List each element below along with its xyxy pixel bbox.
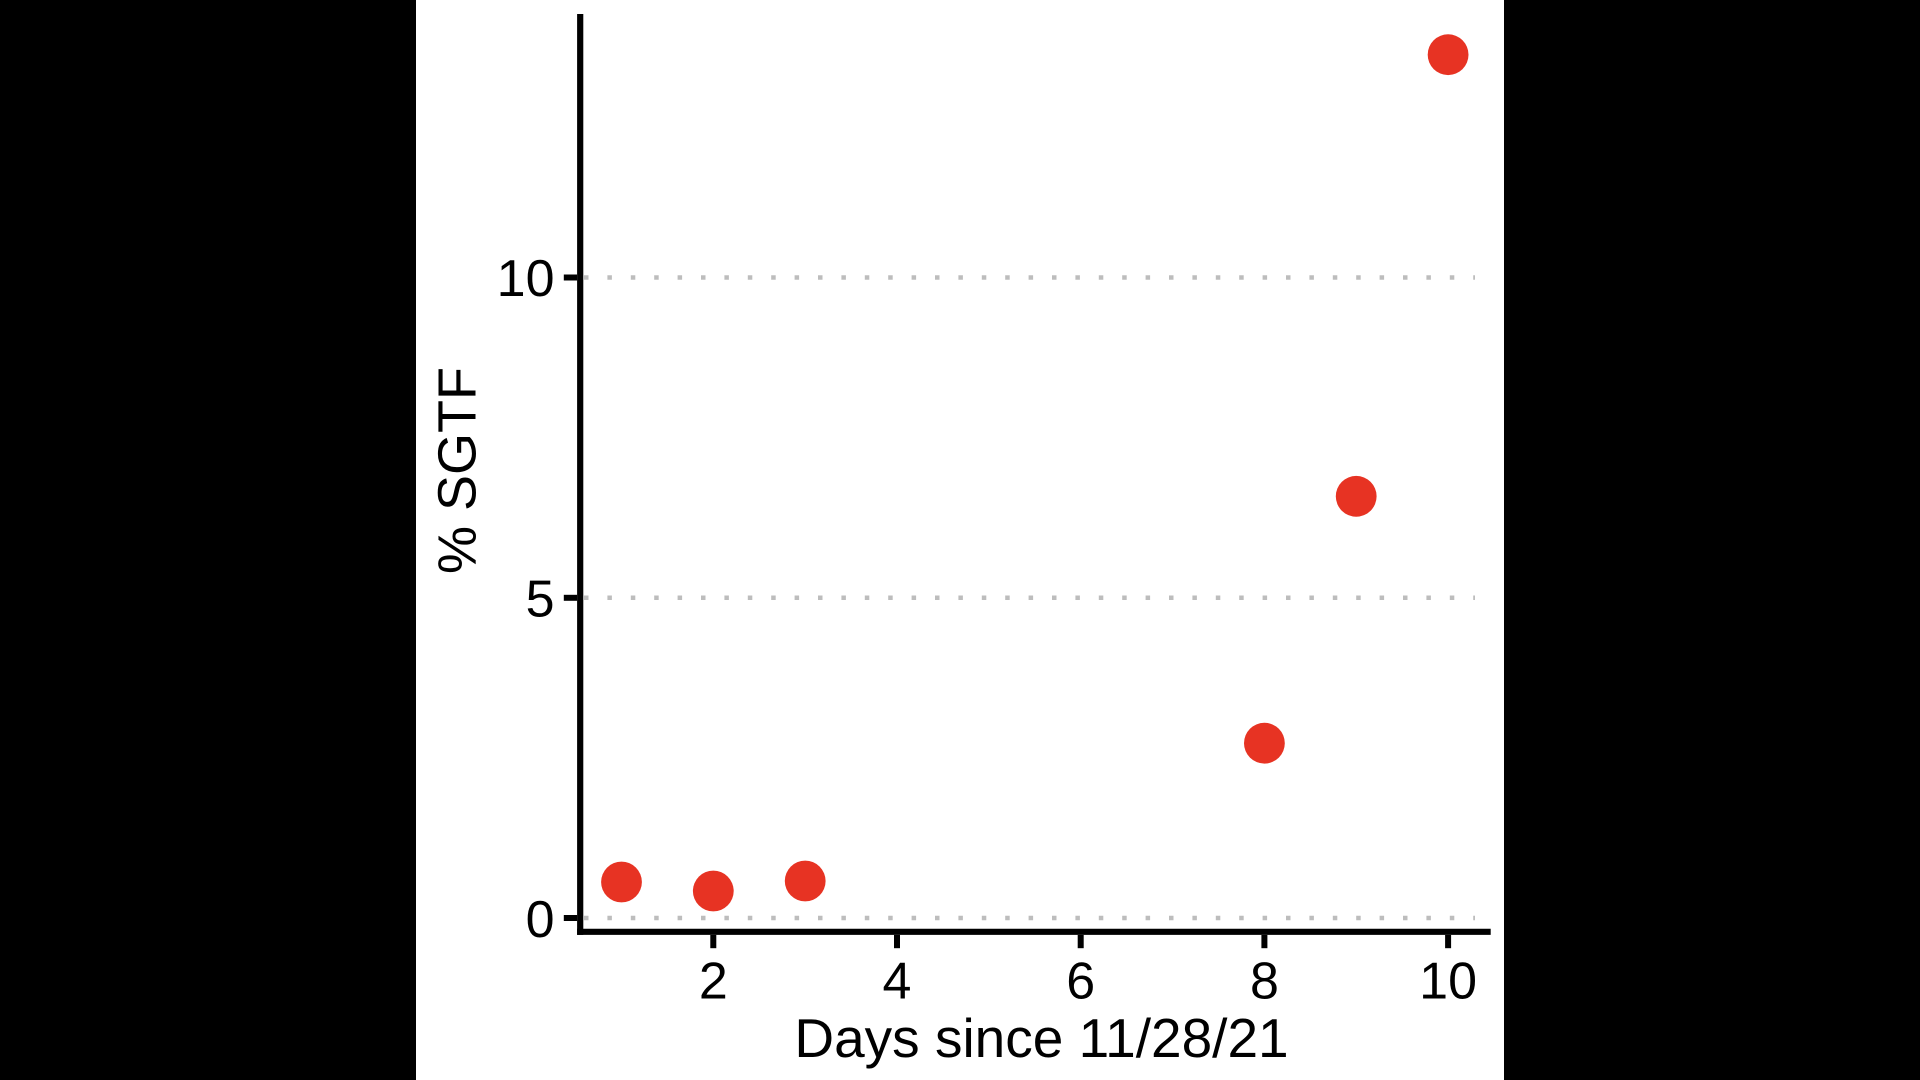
svg-text:4: 4 xyxy=(883,953,912,1011)
svg-text:% SGTF: % SGTF xyxy=(428,367,488,574)
svg-text:8: 8 xyxy=(1250,953,1279,1011)
svg-text:0: 0 xyxy=(526,891,555,949)
svg-text:Days since 11/28/21: Days since 11/28/21 xyxy=(794,1007,1288,1069)
svg-text:10: 10 xyxy=(1419,953,1477,1011)
svg-text:6: 6 xyxy=(1066,953,1095,1011)
svg-text:5: 5 xyxy=(526,570,555,628)
svg-text:10: 10 xyxy=(497,250,555,308)
svg-text:2: 2 xyxy=(699,953,728,1011)
